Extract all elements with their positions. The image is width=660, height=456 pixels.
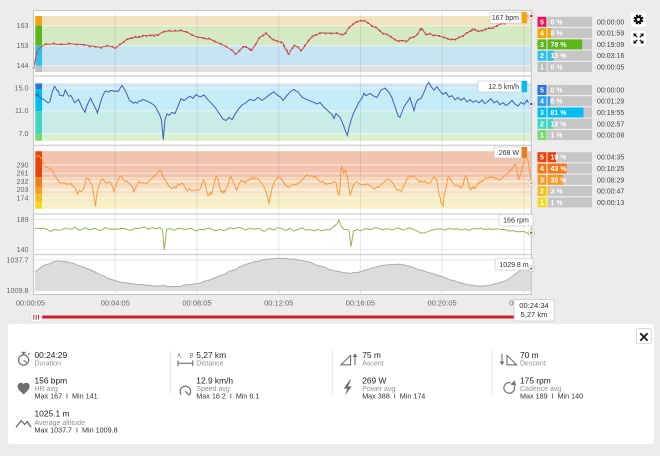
svg-text:00:08:05: 00:08:05 (182, 299, 211, 308)
svg-text:268 W: 268 W (499, 150, 520, 157)
svg-text:1037.7: 1037.7 (7, 255, 29, 264)
svg-text:00:01:29: 00:01:29 (597, 99, 624, 106)
svg-text:4: 4 (540, 166, 544, 173)
svg-text:5: 5 (540, 87, 544, 94)
svg-text:269 W: 269 W (362, 375, 386, 385)
svg-text:19 %: 19 % (551, 155, 568, 162)
svg-text:12 %: 12 % (551, 121, 568, 128)
svg-text:00:00:08: 00:00:08 (597, 133, 624, 140)
svg-text:8 %: 8 % (551, 31, 564, 38)
svg-text:3 %: 3 % (551, 189, 564, 196)
svg-text:00:00:00: 00:00:00 (597, 87, 624, 94)
svg-text:00:19:09: 00:19:09 (597, 42, 624, 49)
svg-text:2: 2 (540, 121, 544, 128)
svg-text:Max 1037.7 I Min 1009.8: Max 1037.7 I Min 1009.8 (35, 425, 118, 434)
svg-text:Max 388 I Min 174: Max 388 I Min 174 (362, 391, 425, 400)
svg-text:00:00:13: 00:00:13 (597, 200, 624, 207)
svg-text:00:24:34: 00:24:34 (519, 301, 549, 310)
svg-text:163: 163 (17, 21, 29, 30)
svg-text:00:00:05: 00:00:05 (16, 299, 45, 308)
svg-text:Duration: Duration (35, 360, 62, 367)
svg-text:Descent: Descent (520, 360, 546, 367)
svg-text:00:04:05: 00:04:05 (101, 299, 130, 308)
svg-text:1: 1 (540, 133, 544, 140)
svg-text:Max 16.2 I Min 6.1: Max 16.2 I Min 6.1 (196, 391, 259, 400)
svg-text:7.0: 7.0 (19, 129, 29, 138)
svg-text:5,27 km: 5,27 km (520, 310, 547, 319)
svg-text:4: 4 (540, 99, 544, 106)
svg-text:1 %: 1 % (551, 200, 564, 207)
svg-text:140: 140 (17, 245, 29, 254)
svg-text:5: 5 (540, 155, 544, 162)
svg-text:1025.1 m: 1025.1 m (35, 409, 70, 419)
svg-text:11.0: 11.0 (15, 106, 28, 115)
svg-text:00:16:05: 00:16:05 (346, 299, 375, 308)
svg-text:13 %: 13 % (551, 53, 568, 60)
svg-text:0 %: 0 % (551, 19, 564, 26)
svg-text:Distance: Distance (196, 360, 223, 367)
svg-text:43 %: 43 % (551, 166, 568, 173)
svg-text:00:00:00: 00:00:00 (597, 19, 624, 26)
svg-text:70 m: 70 m (520, 350, 539, 360)
svg-text:00:02:57: 00:02:57 (597, 121, 624, 128)
svg-text:2: 2 (540, 53, 544, 60)
svg-text:B: B (190, 354, 194, 360)
svg-text:5: 5 (540, 19, 544, 26)
svg-text:00:01:59: 00:01:59 (597, 31, 624, 38)
svg-text:00:24:29: 00:24:29 (35, 350, 68, 360)
svg-text:175 rpm: 175 rpm (520, 375, 551, 385)
svg-text:0 %: 0 % (551, 87, 564, 94)
svg-text:00:10:25: 00:10:25 (597, 166, 624, 173)
svg-text:78 %: 78 % (551, 42, 568, 49)
svg-text:A: A (177, 354, 181, 360)
svg-text:1029.8 m: 1029.8 m (499, 262, 528, 269)
svg-text:144: 144 (17, 61, 29, 70)
svg-text:12.5 km/h: 12.5 km/h (488, 84, 519, 91)
svg-text:189: 189 (17, 215, 29, 224)
svg-text:1009.8: 1009.8 (7, 286, 29, 295)
svg-text:5,27 km: 5,27 km (196, 350, 226, 360)
svg-text:00:00:05: 00:00:05 (597, 65, 624, 72)
svg-text:00:08:29: 00:08:29 (597, 177, 624, 184)
svg-text:00:19:55: 00:19:55 (597, 110, 624, 117)
svg-text:35 %: 35 % (551, 177, 568, 184)
svg-text:0 %: 0 % (551, 65, 564, 72)
svg-text:00:00:47: 00:00:47 (597, 189, 624, 196)
svg-text:Ascent: Ascent (362, 360, 383, 367)
svg-text:00:12:05: 00:12:05 (264, 299, 293, 308)
svg-text:1: 1 (540, 65, 544, 72)
svg-text:00:03:16: 00:03:16 (597, 53, 624, 60)
svg-text:3: 3 (540, 42, 544, 49)
svg-text:3: 3 (540, 177, 544, 184)
svg-text:4: 4 (540, 31, 544, 38)
svg-text:1: 1 (540, 200, 544, 207)
svg-text:156 bpm: 156 bpm (35, 375, 68, 385)
svg-text:153: 153 (17, 41, 29, 50)
svg-text:75 m: 75 m (362, 350, 381, 360)
svg-text:Max 167 I Min 141: Max 167 I Min 141 (35, 391, 98, 400)
svg-text:15.0: 15.0 (15, 83, 29, 92)
svg-text:00:04:35: 00:04:35 (597, 155, 624, 162)
svg-text:Max 189 I Min 140: Max 189 I Min 140 (520, 391, 583, 400)
svg-text:6 %: 6 % (551, 99, 564, 106)
svg-text:3: 3 (540, 110, 544, 117)
svg-text:00:20:05: 00:20:05 (427, 299, 456, 308)
svg-text:166 rpm: 166 rpm (503, 218, 529, 225)
svg-text:81 %: 81 % (551, 110, 568, 117)
svg-text:167 bpm: 167 bpm (492, 15, 519, 22)
svg-text:2: 2 (540, 189, 544, 196)
svg-text:174: 174 (17, 193, 29, 202)
svg-text:1 %: 1 % (551, 133, 564, 140)
svg-text:12.9 km/h: 12.9 km/h (196, 375, 233, 385)
